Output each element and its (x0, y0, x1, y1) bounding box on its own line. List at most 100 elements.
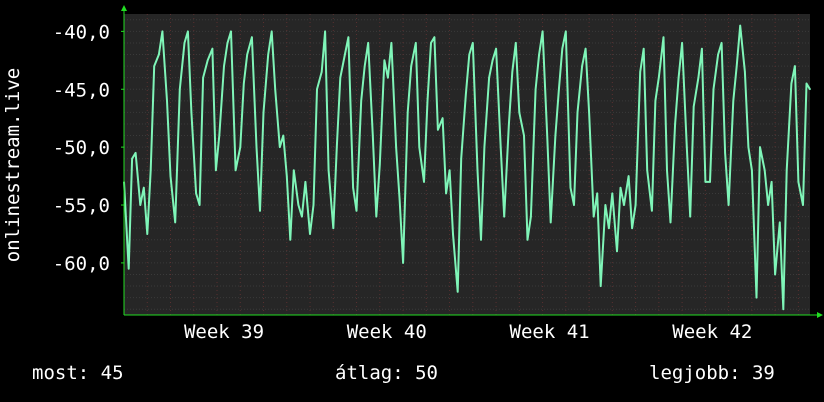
data-point (139, 204, 142, 206)
data-point (161, 30, 164, 33)
average-label: átlag: (335, 362, 404, 384)
data-point (569, 186, 572, 189)
data-point (627, 175, 630, 177)
data-point (576, 111, 579, 114)
data-point (169, 175, 172, 177)
data-point (448, 169, 451, 172)
data-point (239, 146, 242, 148)
data-point (297, 204, 300, 206)
average-value: 50 (415, 362, 438, 384)
x-tick-label: Week 42 (672, 321, 752, 343)
data-point (304, 181, 307, 183)
data-point (488, 76, 490, 79)
data-point (701, 47, 703, 50)
data-point (255, 146, 258, 148)
data-point (131, 157, 133, 160)
data-point (503, 215, 506, 218)
data-point (153, 65, 155, 67)
y-tick-label: -55,0 (53, 195, 110, 217)
data-point (592, 215, 595, 218)
data-point (666, 169, 668, 172)
data-point (681, 42, 683, 44)
data-point (251, 36, 253, 38)
data-point (198, 204, 201, 206)
y-tick-label: -40,0 (53, 21, 110, 43)
plot-area (124, 14, 810, 315)
data-point (406, 111, 409, 114)
data-point (423, 181, 425, 183)
y-tick-labels: -40,0 -45,0 -50,0 -55,0 -60,0 (53, 21, 124, 275)
data-point (565, 30, 567, 33)
data-point (558, 88, 560, 91)
data-point (483, 146, 486, 148)
data-point (352, 186, 354, 189)
plot-background (124, 14, 810, 315)
y-tick-label: -50,0 (53, 137, 110, 159)
y-axis-arrow (121, 5, 127, 11)
x-tick-label: Week 41 (510, 321, 590, 343)
data-point (491, 59, 494, 62)
data-point (697, 76, 700, 79)
data-point (588, 111, 590, 114)
data-point (790, 82, 793, 85)
data-point (623, 204, 625, 206)
data-point (270, 30, 273, 33)
data-point (499, 146, 502, 148)
data-point (604, 204, 607, 206)
data-point (581, 65, 583, 67)
data-point (674, 123, 676, 125)
data-point (534, 88, 537, 91)
data-point (344, 53, 346, 56)
data-point (190, 111, 193, 114)
data-point (468, 53, 471, 56)
data-point (809, 88, 811, 91)
data-point (367, 42, 370, 44)
data-point (293, 169, 295, 172)
data-point (646, 169, 648, 172)
data-point (379, 163, 381, 166)
data-point (573, 204, 575, 206)
y-tick-label: -45,0 (53, 79, 110, 101)
data-point (146, 233, 149, 235)
data-point (390, 42, 393, 44)
data-point (774, 273, 776, 276)
data-point (274, 88, 277, 91)
data-point (654, 100, 657, 102)
data-point (755, 296, 758, 299)
data-point (669, 221, 672, 224)
data-point (226, 42, 229, 44)
data-point (634, 204, 637, 206)
data-point (538, 53, 540, 56)
data-point (744, 71, 746, 73)
data-point (515, 42, 517, 44)
data-point (763, 169, 766, 172)
data-point (398, 198, 401, 200)
data-point (149, 169, 152, 172)
data-point (759, 146, 761, 148)
data-point (782, 308, 785, 311)
data-point (770, 181, 773, 183)
data-point (360, 100, 363, 102)
y-tick-label: -60,0 (53, 253, 110, 275)
data-point (452, 233, 454, 235)
data-point (619, 186, 622, 189)
best-label: legjobb: (649, 362, 741, 384)
data-point (441, 117, 444, 119)
data-point (387, 76, 389, 79)
data-point (223, 65, 225, 67)
data-point (158, 53, 160, 56)
data-point (355, 210, 358, 212)
x-axis-arrow (817, 312, 823, 318)
data-point (433, 36, 436, 38)
y-axis-label: onlinestream.live (2, 68, 24, 262)
x-tick-label: Week 40 (347, 321, 427, 343)
data-point (289, 239, 292, 241)
data-point (554, 134, 557, 137)
data-point (751, 169, 753, 172)
data-point (794, 65, 796, 67)
data-point (301, 215, 303, 218)
data-point (332, 227, 335, 229)
axes (121, 5, 823, 318)
data-point (724, 152, 726, 154)
